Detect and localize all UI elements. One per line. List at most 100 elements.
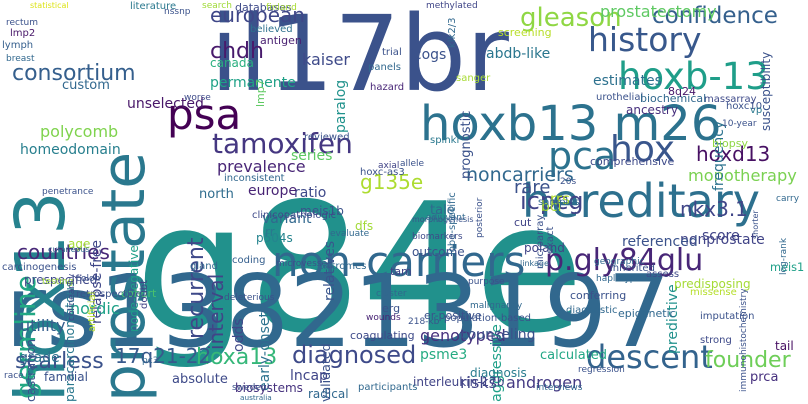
word-deleterious: deleterious — [224, 293, 275, 303]
word-imputation: imputation — [700, 311, 755, 322]
word-cistromes: cistromes — [318, 261, 367, 272]
word-biomarkers: biomarkers — [412, 232, 463, 242]
word-odds: odds — [231, 318, 247, 352]
word-colinearity: colinearity — [67, 273, 77, 321]
word-er-positive: er-positive — [424, 309, 482, 322]
word-retrospective: retrospective — [76, 289, 142, 300]
word-gleason: gleason — [520, 3, 622, 33]
word-hazard: hazard — [370, 82, 405, 93]
word-rr: rr — [265, 225, 275, 239]
word-malignancy: malignancy — [470, 301, 523, 311]
word-allele: allele — [400, 159, 425, 169]
word-statistical: statistical — [30, 1, 69, 10]
word-chdh: chdh — [210, 39, 264, 64]
word-literature: literature — [130, 1, 177, 12]
word-hoxb13-m26: hoxb13 m26 — [420, 96, 722, 152]
word-homeodomain: homeodomain — [20, 142, 121, 158]
word-il17br: il17br — [210, 0, 509, 115]
word-interviews: interviews — [536, 383, 583, 393]
word-dfs: dfs — [355, 219, 374, 233]
word-cutaneous: cutaneous — [48, 245, 90, 254]
word-prevalence: prevalence — [217, 157, 306, 176]
word-coagulating: coagulating — [350, 329, 415, 342]
word-predisposing: predisposing — [674, 277, 751, 291]
word-exact: exact — [545, 226, 556, 254]
word-frequency: frequency — [711, 120, 727, 191]
word-race: race — [4, 371, 24, 381]
word-regression: regression — [578, 365, 625, 375]
word-trial: trial — [382, 47, 402, 58]
word-unselected: unselected — [127, 96, 204, 112]
word-familial: familial — [44, 370, 88, 384]
word-hoxb-13: hoxb-13 — [618, 55, 769, 98]
word-believed: believed — [250, 24, 293, 35]
word-meis1: meis1 — [770, 260, 805, 274]
word-comprehensive: comprehensive — [590, 155, 675, 168]
word-interval: interval — [204, 273, 228, 350]
word-prespecified: prespecified — [24, 273, 98, 287]
word-tamoxifen: tamoxifen — [212, 127, 353, 160]
word-score: score — [702, 228, 740, 244]
word-susceptibility: susceptibility — [759, 51, 773, 131]
word-search: search — [202, 1, 232, 11]
word-g135e: g135e — [360, 170, 424, 194]
word-prognostic: prognostic — [459, 110, 474, 179]
word-risks: risks — [460, 373, 497, 392]
word-erg: erg — [382, 302, 401, 315]
word-sanger: sanger — [456, 73, 491, 84]
word-noncarriers: noncarriers — [466, 164, 574, 186]
word-microvessel: microvessel — [276, 259, 330, 269]
word-biopsy: biopsy — [712, 137, 748, 150]
word-referenced: referenced — [622, 234, 698, 250]
word-log-rank: log-rank — [779, 237, 789, 275]
word-nonprostate: nonprostate — [680, 232, 765, 248]
word-geographic: geographic — [594, 257, 645, 267]
word-psa: psa — [167, 90, 242, 139]
word-inconsistent: inconsistent — [224, 173, 285, 184]
word-8q24: 8q24 — [668, 85, 696, 98]
word-australia: australia — [240, 393, 272, 402]
word-kaiser: kaiser — [302, 50, 350, 69]
word-nssnp: nssnp — [164, 7, 191, 17]
word-cut: cut — [514, 216, 532, 229]
word-rs138213197: rs138213197 — [5, 253, 671, 370]
word-interleukin-17b: interleukin-17b — [413, 375, 505, 389]
word-artificial: artificial — [87, 291, 98, 332]
word-custom: custom — [62, 78, 110, 93]
word-series: series — [291, 148, 333, 164]
word-outcome: outcome — [412, 245, 465, 259]
word-icpcg: icpcg — [520, 187, 584, 215]
word-estimates: estimates — [593, 73, 662, 89]
word-lmp7: lmp7 — [254, 79, 267, 107]
word-lmp2: lmp2 — [10, 28, 36, 39]
word-descent: descent — [586, 338, 713, 376]
word-strong: strong — [700, 335, 732, 346]
word-diagnosis: diagnosis — [470, 366, 527, 380]
word-evaluate: evaluate — [330, 229, 370, 239]
word-europe: europe — [248, 183, 297, 199]
word-methylated: methylated — [426, 1, 478, 11]
word-10-year: 10-year — [722, 119, 757, 129]
word-genotyped: genotyped — [420, 326, 506, 345]
word-colon: colon — [76, 274, 101, 284]
word-hereditary: hereditary — [522, 174, 760, 228]
word-permanente: permanente — [210, 75, 296, 91]
word-utility: utility — [20, 316, 66, 335]
word-massarray: massarray — [704, 94, 757, 105]
word-vp: vp — [750, 105, 763, 116]
word-consortium: consortium — [12, 61, 136, 86]
word-antigen: antigen — [260, 34, 302, 47]
word-p504s: p504s — [256, 231, 293, 245]
word-reviewed: reviewed — [304, 132, 350, 143]
word-inherited: inherited — [610, 263, 655, 274]
word-breast: breast — [6, 54, 35, 64]
word-androgen: androgen — [506, 373, 583, 392]
word-icogs: icogs — [410, 47, 447, 63]
word-rectum: rectum — [6, 18, 38, 28]
word-scarless: scarless — [15, 349, 104, 374]
word-biosystems: biosystems — [235, 381, 303, 395]
word-conferring: conferring — [570, 289, 627, 302]
word-carcinogenesis: carcinogenesis — [2, 262, 77, 273]
word-epigenetic: epigenetic — [618, 307, 676, 320]
